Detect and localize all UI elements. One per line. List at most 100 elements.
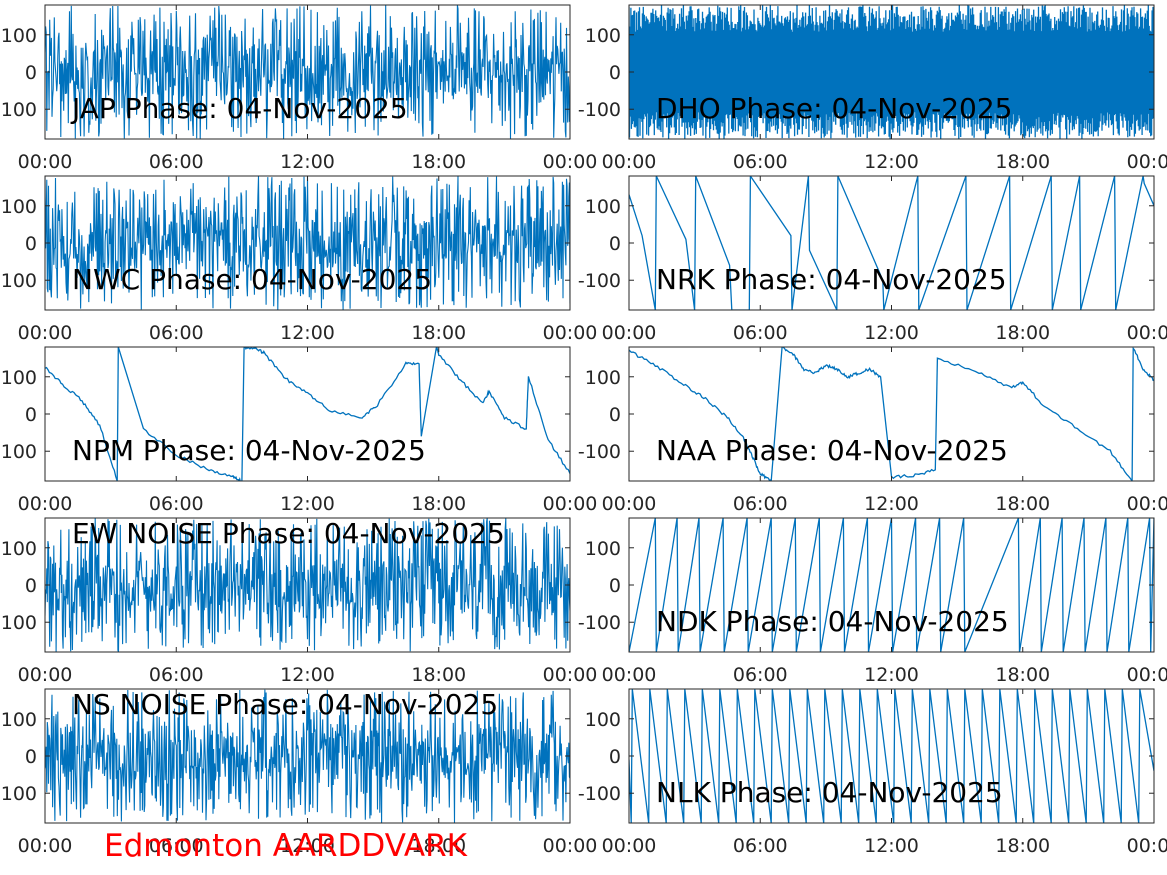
x-tick-label: 00:00: [543, 151, 598, 173]
panel-9: -100 0 100 00:00 06:00 12:00 18:00 00:00 NS NOIS…: [0, 688, 597, 857]
y-tick-label: -100: [0, 783, 37, 805]
x-tick-label: 00:00: [602, 151, 657, 173]
panel-3: -100 0 100 00:00 06:00 12:00 18:00 00:00 NWC Pha…: [0, 175, 598, 344]
y-tick-label: 0: [609, 62, 621, 84]
panel-title: NLK Phase: 04-Nov-2025: [656, 776, 1003, 809]
x-tick-label: 12:00: [864, 322, 919, 344]
x-tick-label: 12:00: [864, 151, 919, 173]
x-tick-label: 18:00: [995, 664, 1050, 686]
phase-series-line: [45, 347, 570, 481]
y-tick-label: 100: [1, 538, 37, 560]
y-tick-label: -100: [0, 612, 37, 634]
y-tick-label: 0: [609, 746, 621, 768]
x-tick-label: 12:00: [280, 835, 335, 857]
y-tick-label: 100: [585, 538, 621, 560]
y-tick-label: 100: [1, 367, 37, 389]
y-tick-label: -100: [578, 270, 621, 292]
y-tick-label: -100: [0, 441, 37, 463]
x-tick-label: 18:00: [411, 493, 466, 515]
panel-6: -100 0 100 00:00 06:00 12:00 18:00 00:00 NAA Pha…: [578, 346, 1167, 515]
y-tick-label: -100: [0, 99, 37, 121]
phase-series-line: [629, 5, 1154, 139]
y-tick-label: -100: [578, 783, 621, 805]
y-tick-label: 0: [609, 233, 621, 255]
panel-title: EW NOISE Phase: 04-Nov-2025: [72, 517, 505, 550]
panel-10: -100 0 100 00:00 06:00 12:00 18:00 00:00 NLK Pha…: [578, 688, 1167, 857]
x-tick-label: 00:00: [602, 493, 657, 515]
x-tick-label: 00:00: [1127, 151, 1167, 173]
panel-title: JAP Phase: 04-Nov-2025: [70, 92, 408, 125]
footer-title: Edmonton AARDDVARK: [104, 828, 468, 864]
panel-5: -100 0 100 00:00 06:00 12:00 18:00 00:00 NPM Pha…: [0, 346, 597, 515]
panel-title: NDK Phase: 04-Nov-2025: [656, 605, 1009, 638]
x-tick-label: 00:00: [1127, 835, 1167, 857]
x-tick-label: 06:00: [733, 664, 788, 686]
x-tick-label: 06:00: [149, 151, 204, 173]
x-tick-label: 00:00: [1127, 322, 1167, 344]
x-tick-label: 00:00: [602, 835, 657, 857]
x-tick-label: 06:00: [733, 835, 788, 857]
x-tick-label: 00:00: [543, 322, 598, 344]
x-tick-label: 00:00: [543, 835, 598, 857]
x-tick-label: 12:00: [280, 493, 335, 515]
x-tick-label: 18:00: [995, 151, 1050, 173]
y-tick-label: 0: [25, 575, 37, 597]
panel-title: NPM Phase: 04-Nov-2025: [72, 434, 426, 467]
x-tick-label: 18:00: [411, 151, 466, 173]
x-tick-label: 06:00: [149, 835, 204, 857]
x-tick-label: 06:00: [149, 493, 204, 515]
phase-series-line: [45, 5, 570, 139]
x-tick-label: 00:00: [18, 493, 73, 515]
y-tick-label: 100: [1, 709, 37, 731]
x-tick-label: 18:00: [995, 493, 1050, 515]
y-tick-label: 100: [585, 709, 621, 731]
y-tick-label: 100: [1, 196, 37, 218]
y-tick-label: -100: [0, 270, 37, 292]
phase-series-line: [629, 347, 1154, 481]
x-tick-label: 18:00: [995, 835, 1050, 857]
x-tick-label: 18:00: [411, 835, 466, 857]
x-tick-label: 06:00: [733, 493, 788, 515]
panel-title: DHO Phase: 04-Nov-2025: [656, 92, 1012, 125]
x-tick-label: 06:00: [733, 322, 788, 344]
x-tick-label: 06:00: [149, 322, 204, 344]
x-tick-label: 00:00: [18, 835, 73, 857]
y-tick-label: 100: [1, 25, 37, 47]
x-tick-label: 00:00: [18, 151, 73, 173]
panel-1: -100 0 100 00:00 06:00 12:00 18:00 00:00 JAP Pha…: [0, 4, 598, 173]
y-tick-label: 0: [609, 575, 621, 597]
y-tick-label: 0: [25, 62, 37, 84]
phase-series-line: [629, 689, 1154, 823]
x-tick-label: 06:00: [149, 664, 204, 686]
y-tick-label: 100: [585, 25, 621, 47]
x-tick-label: 12:00: [280, 151, 335, 173]
phase-series-line: [45, 689, 570, 823]
x-tick-label: 00:00: [602, 664, 657, 686]
x-tick-label: 00:00: [543, 664, 598, 686]
panel-8: -100 0 100 00:00 06:00 12:00 18:00 00:00 NDK Pha…: [578, 517, 1167, 686]
panel-title: NAA Phase: 04-Nov-2025: [656, 434, 1008, 467]
x-tick-label: 18:00: [411, 664, 466, 686]
phase-series-line: [629, 176, 1154, 310]
panel-4: -100 0 100 00:00 06:00 12:00 18:00 00:00 NRK Pha…: [578, 175, 1167, 344]
y-tick-label: 0: [609, 404, 621, 426]
y-tick-label: 0: [25, 233, 37, 255]
x-tick-label: 00:00: [543, 493, 598, 515]
x-tick-label: 12:00: [864, 664, 919, 686]
x-tick-label: 12:00: [280, 664, 335, 686]
panel-title: NWC Phase: 04-Nov-2025: [72, 263, 432, 296]
x-tick-label: 12:00: [864, 835, 919, 857]
x-tick-label: 00:00: [602, 322, 657, 344]
panel-2: -100 0 100 00:00 06:00 12:00 18:00 00:00 DHO Pha…: [578, 4, 1167, 173]
x-tick-label: 00:00: [18, 664, 73, 686]
x-tick-label: 06:00: [733, 151, 788, 173]
phase-series-line: [629, 518, 1154, 652]
phase-series-line: [45, 518, 570, 652]
y-tick-label: 100: [585, 196, 621, 218]
x-tick-label: 00:00: [18, 322, 73, 344]
panel-title: NRK Phase: 04-Nov-2025: [656, 263, 1007, 296]
y-tick-label: -100: [578, 99, 621, 121]
x-tick-label: 12:00: [280, 322, 335, 344]
y-tick-label: 0: [25, 404, 37, 426]
